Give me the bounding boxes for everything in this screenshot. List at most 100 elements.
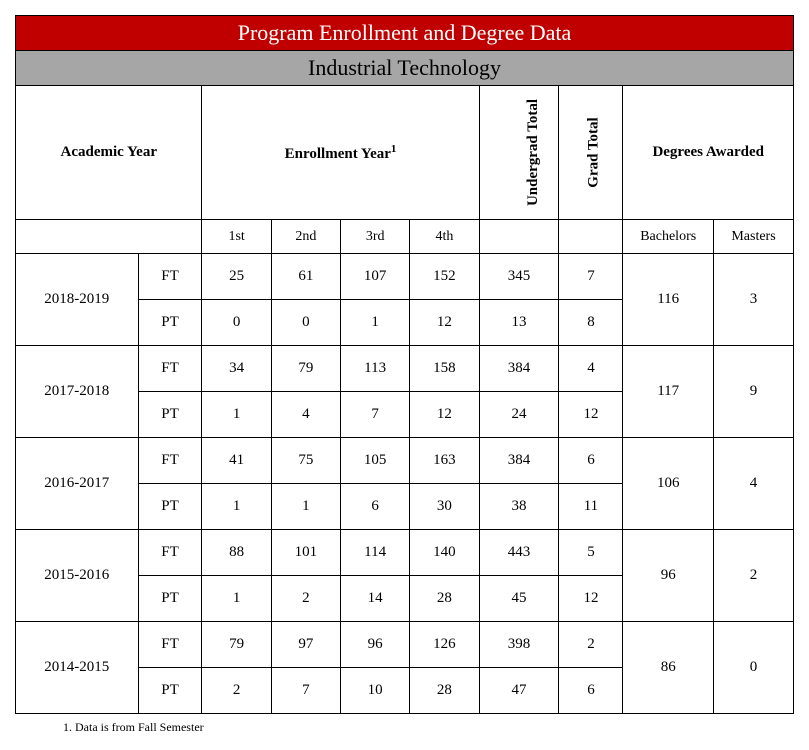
cell: 7 <box>341 392 410 438</box>
table-title: Program Enrollment and Degree Data <box>16 16 794 51</box>
cell: 113 <box>341 346 410 392</box>
cell: 1 <box>202 484 271 530</box>
ay-label: 2014-2015 <box>16 622 139 714</box>
cell: 384 <box>479 346 559 392</box>
cell: 1 <box>202 392 271 438</box>
status-pt: PT <box>138 392 202 438</box>
cell: 34 <box>202 346 271 392</box>
cell-bachelors: 117 <box>623 346 714 438</box>
cell: 1 <box>202 576 271 622</box>
subhead-3rd: 3rd <box>341 220 410 254</box>
subhead-bachelors: Bachelors <box>623 220 714 254</box>
cell: 41 <box>202 438 271 484</box>
cell: 7 <box>559 254 623 300</box>
subhead-blank-ay <box>16 220 202 254</box>
cell: 105 <box>341 438 410 484</box>
cell-masters: 2 <box>713 530 793 622</box>
cell: 12 <box>559 576 623 622</box>
cell: 88 <box>202 530 271 576</box>
cell: 152 <box>410 254 479 300</box>
cell: 384 <box>479 438 559 484</box>
cell: 61 <box>271 254 340 300</box>
cell-bachelors: 106 <box>623 438 714 530</box>
cell: 11 <box>559 484 623 530</box>
cell: 163 <box>410 438 479 484</box>
cell: 12 <box>559 392 623 438</box>
cell: 1 <box>271 484 340 530</box>
cell: 96 <box>341 622 410 668</box>
cell: 38 <box>479 484 559 530</box>
hdr-grad-total-text: Grad Total <box>586 117 603 187</box>
ay-label: 2016-2017 <box>16 438 139 530</box>
cell: 2 <box>559 622 623 668</box>
ay-label: 2017-2018 <box>16 346 139 438</box>
cell: 30 <box>410 484 479 530</box>
status-pt: PT <box>138 576 202 622</box>
status-ft: FT <box>138 254 202 300</box>
cell-masters: 3 <box>713 254 793 346</box>
cell: 140 <box>410 530 479 576</box>
cell: 4 <box>271 392 340 438</box>
hdr-enrollment-year-sup: 1 <box>391 143 397 155</box>
table-subtitle: Industrial Technology <box>16 51 794 86</box>
hdr-enrollment-year-text: Enrollment Year <box>285 146 391 162</box>
subhead-1st: 1st <box>202 220 271 254</box>
status-pt: PT <box>138 484 202 530</box>
cell: 5 <box>559 530 623 576</box>
cell: 6 <box>559 438 623 484</box>
cell-masters: 4 <box>713 438 793 530</box>
cell: 45 <box>479 576 559 622</box>
cell: 345 <box>479 254 559 300</box>
status-ft: FT <box>138 622 202 668</box>
cell: 25 <box>202 254 271 300</box>
status-ft: FT <box>138 346 202 392</box>
hdr-degrees-awarded: Degrees Awarded <box>623 86 794 220</box>
cell: 13 <box>479 300 559 346</box>
ay-label: 2015-2016 <box>16 530 139 622</box>
cell: 126 <box>410 622 479 668</box>
cell-masters: 9 <box>713 346 793 438</box>
cell: 1 <box>341 300 410 346</box>
cell: 10 <box>341 668 410 714</box>
cell: 12 <box>410 300 479 346</box>
cell: 6 <box>341 484 410 530</box>
subhead-4th: 4th <box>410 220 479 254</box>
hdr-academic-year: Academic Year <box>16 86 202 220</box>
cell: 2 <box>271 576 340 622</box>
cell: 79 <box>271 346 340 392</box>
status-pt: PT <box>138 300 202 346</box>
status-pt: PT <box>138 668 202 714</box>
cell: 6 <box>559 668 623 714</box>
cell: 24 <box>479 392 559 438</box>
cell: 47 <box>479 668 559 714</box>
cell: 443 <box>479 530 559 576</box>
cell: 158 <box>410 346 479 392</box>
cell: 28 <box>410 576 479 622</box>
cell: 7 <box>271 668 340 714</box>
cell: 4 <box>559 346 623 392</box>
status-ft: FT <box>138 530 202 576</box>
cell: 398 <box>479 622 559 668</box>
cell: 2 <box>202 668 271 714</box>
subhead-blank-ug <box>479 220 559 254</box>
cell: 0 <box>202 300 271 346</box>
subhead-masters: Masters <box>713 220 793 254</box>
cell: 79 <box>202 622 271 668</box>
subhead-2nd: 2nd <box>271 220 340 254</box>
cell: 28 <box>410 668 479 714</box>
footnote: 1. Data is from Fall Semester <box>15 714 794 735</box>
ay-label: 2018-2019 <box>16 254 139 346</box>
status-ft: FT <box>138 438 202 484</box>
cell-bachelors: 116 <box>623 254 714 346</box>
cell: 75 <box>271 438 340 484</box>
hdr-undergrad-total-text: Undergrad Total <box>525 99 542 206</box>
hdr-undergrad-total: Undergrad Total <box>479 86 559 220</box>
cell-bachelors: 96 <box>623 530 714 622</box>
cell: 12 <box>410 392 479 438</box>
cell-masters: 0 <box>713 622 793 714</box>
cell: 101 <box>271 530 340 576</box>
cell: 97 <box>271 622 340 668</box>
cell: 114 <box>341 530 410 576</box>
enrollment-table: Program Enrollment and Degree Data Indus… <box>15 15 794 714</box>
cell: 14 <box>341 576 410 622</box>
